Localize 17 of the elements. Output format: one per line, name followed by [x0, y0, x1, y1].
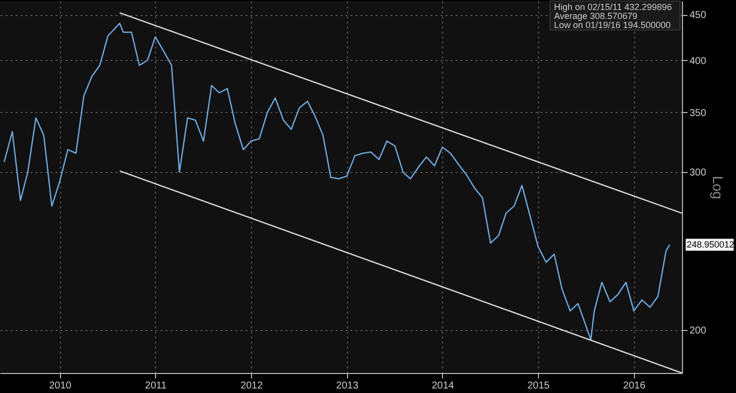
- y-tick-label: 300: [690, 168, 707, 179]
- x-tick-label: 2015: [527, 380, 550, 392]
- y-tick-label: 200: [690, 325, 707, 336]
- y-tick-label: 450: [690, 10, 707, 22]
- x-tick-label: 2012: [240, 380, 264, 392]
- annotation: Average 308.570679: [554, 11, 638, 21]
- y-tick-label: 400: [690, 56, 707, 67]
- x-tick-label: 2010: [49, 380, 72, 392]
- x-tick-label: 2014: [432, 380, 454, 392]
- annotation: High on 02/15/11 432.299896: [554, 2, 672, 12]
- x-tick-label: 2013: [336, 380, 359, 392]
- annotation: Low on 01/19/16 194.500000: [554, 20, 671, 30]
- y-tick-label: 350: [690, 108, 707, 119]
- x-tick-label: 2011: [145, 380, 167, 392]
- y-axis-title: Log: [710, 176, 726, 200]
- x-tick-label: 2016: [623, 380, 646, 392]
- line-series: [4, 22, 670, 340]
